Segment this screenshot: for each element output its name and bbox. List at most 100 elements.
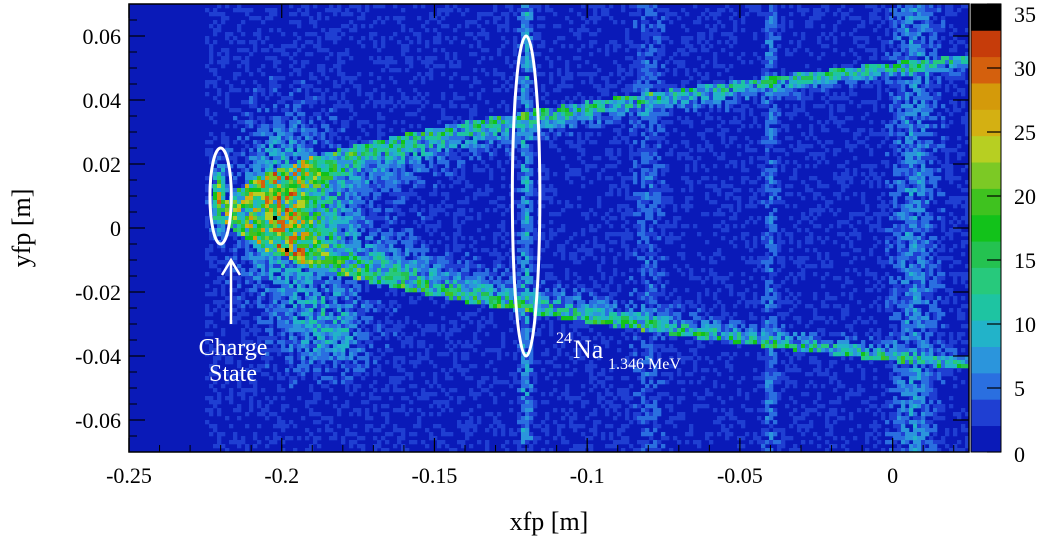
heatmap-cell (261, 124, 266, 129)
heatmap-cell (377, 172, 382, 177)
heatmap-cell (461, 280, 466, 285)
heatmap-cell (517, 348, 522, 353)
heatmap-cell (245, 184, 250, 189)
heatmap-cell (397, 212, 402, 217)
heatmap-cell (513, 156, 518, 161)
heatmap-cell (333, 220, 338, 225)
heatmap-cell (257, 260, 262, 265)
heatmap-cell (321, 236, 326, 241)
heatmap-cell (505, 268, 510, 273)
heatmap-cell (229, 108, 234, 113)
heatmap-cell (393, 188, 398, 193)
heatmap-cell (373, 4, 378, 9)
heatmap-cell (305, 320, 310, 325)
heatmap-cell (385, 272, 390, 277)
heatmap-cell (309, 264, 314, 269)
heatmap-cell (361, 140, 366, 145)
heatmap-cell (545, 300, 550, 305)
heatmap-cell (333, 172, 338, 177)
heatmap-cell (493, 432, 498, 437)
heatmap-cell (261, 192, 266, 197)
heatmap-cell (525, 396, 530, 401)
heatmap-cell (345, 324, 350, 329)
heatmap-cell (405, 56, 410, 61)
heatmap-cell (277, 324, 282, 329)
heatmap-cell (453, 232, 458, 237)
heatmap-cell (497, 252, 502, 257)
heatmap-cell (361, 276, 366, 281)
heatmap-cell (281, 76, 286, 81)
heatmap-cell (453, 328, 458, 333)
heatmap-cell (305, 344, 310, 349)
heatmap-cell (257, 240, 262, 245)
heatmap-cell (209, 312, 214, 317)
heatmap-cell (313, 220, 318, 225)
heatmap-cell (297, 36, 302, 41)
heatmap-cell (313, 248, 318, 253)
heatmap-cell (253, 88, 258, 93)
heatmap-cell (329, 268, 334, 273)
heatmap-cell (289, 244, 294, 249)
heatmap-cell (429, 12, 434, 17)
heatmap-cell (493, 288, 498, 293)
heatmap-cell (297, 100, 302, 105)
heatmap-cell (317, 132, 322, 137)
heatmap-cell (317, 188, 322, 193)
heatmap-cell (397, 100, 402, 105)
heatmap-cell (333, 264, 338, 269)
heatmap-cell (361, 184, 366, 189)
heatmap-cell (353, 204, 358, 209)
heatmap-cell (397, 200, 402, 205)
heatmap-cell (433, 228, 438, 233)
heatmap-cell (385, 200, 390, 205)
heatmap-cell (509, 260, 514, 265)
heatmap-cell (317, 412, 322, 417)
heatmap-cell (561, 100, 566, 105)
heatmap-cell (465, 104, 470, 109)
heatmap-cell (269, 144, 274, 149)
heatmap-cell (277, 436, 282, 441)
heatmap-cell (405, 156, 410, 161)
heatmap-cell (445, 192, 450, 197)
heatmap-cell (441, 272, 446, 277)
heatmap-cell (533, 32, 538, 37)
heatmap-cell (521, 176, 526, 181)
heatmap-cell (501, 176, 506, 181)
heatmap-cell (365, 276, 370, 281)
heatmap-cell (517, 416, 522, 421)
heatmap-cell (493, 272, 498, 277)
heatmap-cell (421, 276, 426, 281)
heatmap-cell (461, 272, 466, 277)
heatmap-cell (489, 300, 494, 305)
heatmap-cell (249, 280, 254, 285)
heatmap-cell (261, 336, 266, 341)
heatmap-cell (213, 32, 218, 37)
heatmap-cell (341, 176, 346, 181)
heatmap-cell (325, 188, 330, 193)
heatmap-cell (373, 172, 378, 177)
heatmap-cell (265, 244, 270, 249)
heatmap-cell (265, 248, 270, 253)
heatmap-cell (525, 260, 530, 265)
heatmap-cell (553, 12, 558, 17)
heatmap-cell (429, 148, 434, 153)
heatmap-cell (209, 140, 214, 145)
heatmap-cell (437, 276, 442, 281)
heatmap-cell (509, 76, 514, 81)
heatmap-cell (301, 208, 306, 213)
heatmap-cell (373, 104, 378, 109)
heatmap-cell (337, 156, 342, 161)
heatmap-cell (521, 80, 526, 85)
heatmap-cell (493, 304, 498, 309)
heatmap-cell (225, 200, 230, 205)
heatmap-cell (233, 116, 238, 121)
heatmap-cell (453, 236, 458, 241)
heatmap-cell (309, 216, 314, 221)
heatmap-cell (413, 284, 418, 289)
heatmap-cell (485, 412, 490, 417)
heatmap-cell (537, 24, 542, 29)
heatmap-cell (485, 184, 490, 189)
heatmap-cell (521, 180, 526, 185)
heatmap-cell (353, 340, 358, 345)
heatmap-cell (357, 344, 362, 349)
